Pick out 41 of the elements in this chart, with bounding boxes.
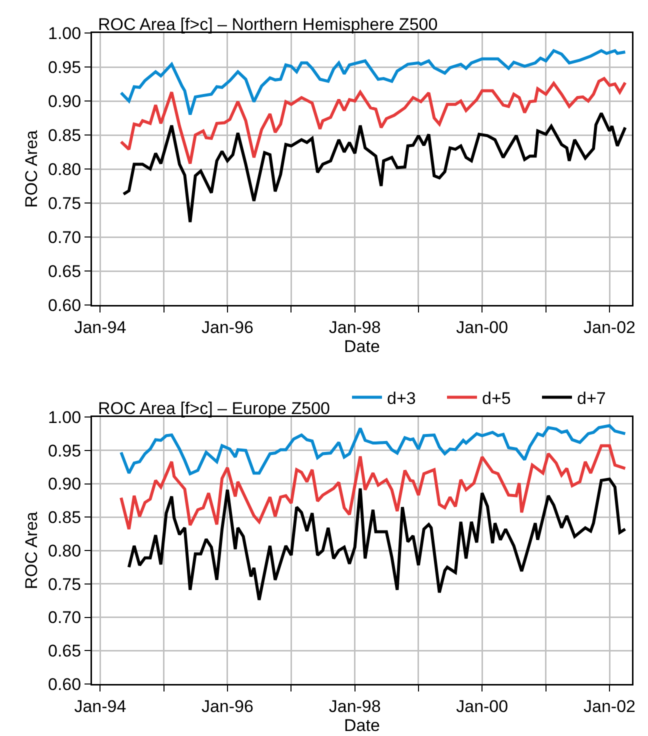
y-tick-label: 0.90 bbox=[48, 474, 82, 494]
x-tick-label: Jan-00 bbox=[456, 318, 508, 337]
y-tick-label: 0.70 bbox=[48, 228, 82, 247]
line-series bbox=[127, 478, 627, 602]
y-tick-label: 0.60 bbox=[48, 296, 82, 315]
x-tick-label: Jan-96 bbox=[201, 318, 254, 337]
y-tick-label: 0.75 bbox=[48, 194, 82, 213]
y-tick-label: 0.95 bbox=[48, 58, 82, 77]
x-axis-title: Date bbox=[344, 716, 380, 735]
y-tick-label: 0.85 bbox=[48, 126, 82, 145]
y-tick-label: 0.80 bbox=[48, 541, 82, 560]
y-tick-label: 0.75 bbox=[48, 574, 82, 594]
y-tick-label: 1.00 bbox=[48, 408, 82, 427]
x-tick-label: Jan-94 bbox=[74, 696, 126, 716]
y-axis-title: ROC Area bbox=[22, 511, 41, 590]
line-series bbox=[120, 444, 627, 531]
line-series bbox=[120, 424, 627, 476]
line-series bbox=[120, 77, 627, 166]
x-tick-label: Jan-02 bbox=[584, 318, 636, 337]
y-tick-label: 1.00 bbox=[48, 24, 82, 43]
x-tick-label: Jan-96 bbox=[201, 696, 254, 716]
y-tick-label: 0.65 bbox=[48, 262, 82, 281]
y-tick-label: 0.65 bbox=[48, 642, 82, 661]
y-tick-label: 0.90 bbox=[48, 92, 82, 111]
x-tick-label: Jan-00 bbox=[456, 696, 508, 716]
legend-label: d+3 bbox=[387, 388, 416, 408]
y-tick-label: 0.60 bbox=[48, 674, 82, 694]
line-series bbox=[122, 112, 627, 224]
y-tick-label: 0.85 bbox=[48, 508, 82, 528]
line-series bbox=[120, 49, 627, 116]
y-tick-label: 0.70 bbox=[48, 608, 82, 628]
x-tick-label: Jan-98 bbox=[328, 318, 381, 337]
x-tick-label: Jan-98 bbox=[328, 696, 381, 716]
x-tick-label: Jan-94 bbox=[74, 318, 126, 337]
x-tick-label: Jan-02 bbox=[584, 696, 636, 716]
y-axis-title: ROC Area bbox=[22, 130, 41, 208]
y-tick-label: 0.80 bbox=[48, 160, 82, 179]
legend-label: d+7 bbox=[577, 388, 606, 408]
legend-label: d+5 bbox=[482, 388, 511, 408]
y-tick-label: 0.95 bbox=[48, 441, 82, 460]
x-axis-title: Date bbox=[344, 336, 380, 356]
